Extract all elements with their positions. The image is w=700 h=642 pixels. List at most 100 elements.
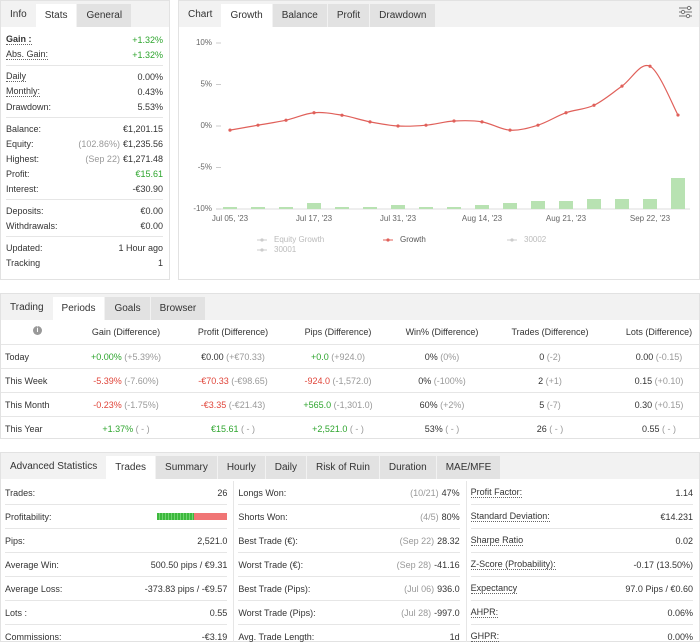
bar [503,203,517,209]
stat-value: 26 [217,487,228,498]
legend-dot [260,238,264,242]
cell-value: -5.39% [93,376,122,386]
y-tick-label: -5% [198,163,212,172]
stat-row: Best Trade (€): (Sep 22) 28.32 [238,529,460,553]
tab[interactable]: Trades [106,456,156,479]
cell-diff: ( - ) [135,424,150,434]
tab[interactable]: Summary [156,456,217,479]
stat-value: 97.0 Pips / €0.60 [625,583,693,594]
growth-point [340,113,344,117]
cell-value: -€3.35 [200,400,227,410]
info-value: -€30.90 [132,183,163,194]
stat-row: Trades: 26 [5,481,228,505]
stat-row: AHPR: 0.06% [470,601,693,625]
info-value-wrap: 0.00% [137,72,163,82]
tab[interactable]: Balance [272,4,327,27]
chart-panel: Chart Growth Balance Profit Drawdown [178,0,700,280]
info-group: Deposits: €0.00 Withdrawals: €0.00 [6,199,163,236]
stat-row: Standard Deviation: €14.231 [470,505,693,529]
info-group: Gain : +1.32% Abs. Gain: +1.32% [6,29,163,65]
stat-row: Average Loss: -373.83 pips / -€9.57 [5,577,228,601]
x-tick-label: Jul 17, '23 [296,214,333,223]
cell: 0% (0%) [382,352,502,362]
cell: 53% ( - ) [382,424,502,434]
stat-row: Longs Won: (10/21) 47% [238,481,460,505]
bar [587,199,601,209]
y-tick-label: 0% [200,121,212,130]
stat-note: (Sep 28) [396,559,432,570]
tab[interactable]: Periods [52,297,105,320]
stat-label: Lots : [5,607,28,618]
cell-diff: (-1,301.0) [333,400,373,410]
settings-icon[interactable] [679,5,692,19]
stat-row: Worst Trade (€): (Sep 28) -41.16 [238,553,460,577]
info-icon[interactable]: i [33,326,42,335]
table-header: i Gain (Difference) Profit (Difference) Pip… [1,320,699,345]
stat-row: Profit Factor: 1.14 [470,481,693,505]
cell: 0.15 (+0.10) [599,376,700,386]
tab[interactable]: Browser [150,297,206,320]
y-tick-label: 5% [200,80,212,89]
tab[interactable]: Growth [221,4,272,27]
cell-diff: (+5.39%) [124,352,162,362]
cell-value: 0.30 [634,400,653,410]
info-row: Gain : +1.32% [6,32,163,47]
stat-value-wrap: (Jul 28) -997.0 [401,608,460,618]
info-row: Updated: 1 Hour ago [6,240,163,255]
bar [475,205,489,209]
tab[interactable]: Goals [105,297,150,320]
legend-label: Growth [400,235,426,244]
bar [447,207,461,209]
cell-diff: (0%) [440,352,460,362]
cell-value: 5 [539,400,545,410]
stats-column: Longs Won: (10/21) 47% Shorts Won: (4/5) 80% B… [233,481,465,642]
info-label: Deposits: [6,205,44,216]
growth-point [424,123,428,127]
tab[interactable]: Profit [327,4,370,27]
x-tick-label: Jul 05, '23 [212,214,249,223]
stat-label: Standard Deviation: [470,511,550,522]
bar [391,205,405,209]
stat-label: AHPR: [470,607,499,618]
bar [307,203,321,209]
tab[interactable]: Hourly [217,456,265,479]
stat-label: GHPR: [470,631,500,642]
table-row: This Year +1.37% ( - ) €15.61 ( - ) +2,521.… [1,417,699,440]
stat-value: €14.231 [660,511,693,522]
tab[interactable]: Daily [265,456,306,479]
cell-diff: (-7) [546,400,561,410]
section-header: Advanced Statistics [10,460,98,472]
stat-value: 500.50 pips / €9.31 [150,559,228,570]
tab[interactable]: Risk of Ruin [306,456,379,479]
tab[interactable]: MAE/MFE [436,456,501,479]
info-row: Balance: €1,201.15 [6,121,163,136]
growth-point [648,64,652,68]
stat-value: 80% [441,511,460,522]
cell: -5.39% (-7.60%) [66,376,186,386]
cell-value: 60% [419,400,438,410]
stat-value: -41.16 [434,559,460,570]
cell: 5 (-7) [490,400,610,410]
stat-value: 2,521.0 [197,535,228,546]
stat-value-wrap: 0.02 [675,536,693,546]
tab-bar: Advanced Statistics Trades Summary Hourly Da… [1,453,699,479]
info-label: Withdrawals: [6,220,58,231]
stat-value-wrap: (10/21) 47% [410,488,460,498]
cell-value: 0% [418,376,432,386]
cell-value: +565.0 [303,400,332,410]
profitability-won [157,512,195,520]
tab[interactable]: Duration [379,456,436,479]
stat-note: (Jul 06) [404,583,435,594]
tab[interactable]: Stats [35,4,77,27]
stat-value: 0.06% [667,607,693,618]
cell-value: +0.00% [90,352,122,362]
stat-label: Sharpe Ratio [470,535,524,546]
growth-point [536,123,540,127]
row-label: Today [5,352,30,362]
cell-diff: (+0.10) [654,376,684,386]
tab[interactable]: Drawdown [370,4,436,27]
cell-value: 26 [536,424,547,434]
tab[interactable]: General [77,4,132,27]
column-header: Lots (Difference) [625,327,693,337]
